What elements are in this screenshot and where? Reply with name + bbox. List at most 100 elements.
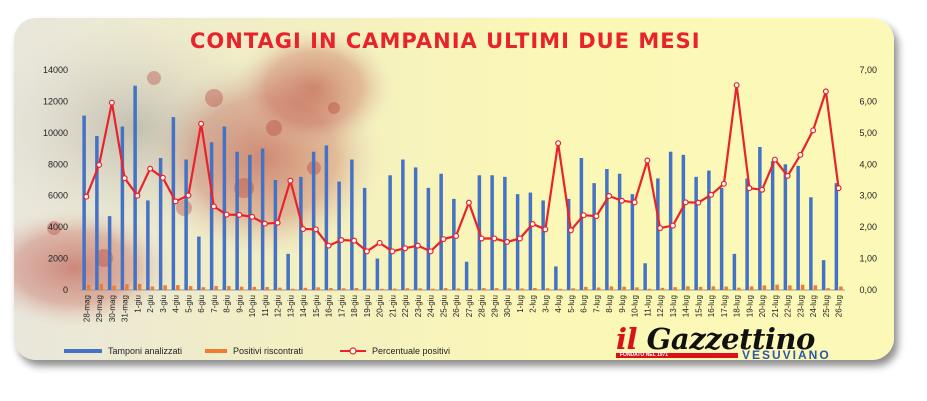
- point-percentuale: [669, 222, 676, 229]
- x-tick-label: 1-giu: [133, 295, 142, 313]
- point-percentuale: [414, 242, 421, 249]
- bar-tamponi: [464, 261, 469, 290]
- point-percentuale: [249, 213, 256, 220]
- point-percentuale: [83, 193, 90, 200]
- bar-tamponi: [719, 187, 724, 290]
- bar-tamponi: [758, 147, 762, 290]
- brand-strip: [616, 353, 738, 358]
- bar-positivi: [571, 288, 575, 290]
- bar-positivi: [86, 284, 91, 290]
- x-tick-label: 15-lug: [694, 295, 703, 317]
- bar-positivi: [418, 288, 422, 290]
- brand-subtitle: VESUVIANO: [742, 348, 831, 362]
- bar-tamponi: [248, 154, 252, 290]
- brand-founded: FONDATO NEL 1971: [620, 352, 669, 358]
- x-tick-label: 30-mag: [108, 295, 117, 322]
- bar-tamponi: [375, 258, 380, 290]
- bar-tamponi: [311, 151, 316, 290]
- legend-label-positivi: Positivi riscontrati: [233, 346, 304, 356]
- point-percentuale: [797, 151, 804, 158]
- bar-positivi: [303, 287, 308, 290]
- brand-name: il Gazzettino: [616, 322, 815, 356]
- bar-positivi: [201, 287, 206, 290]
- legend-label-tamponi: Tamponi analizzati: [108, 346, 183, 356]
- bar-tamponi: [337, 181, 341, 290]
- x-tick-label: 30-giu: [503, 295, 512, 317]
- point-percentuale: [465, 199, 472, 206]
- point-percentuale: [172, 198, 179, 205]
- bar-tamponi: [503, 176, 507, 290]
- bar-tamponi: [732, 253, 737, 290]
- x-tick-label: 11-lug: [643, 295, 652, 317]
- x-tick-label: 4-lug: [554, 295, 563, 313]
- point-percentuale: [644, 157, 651, 164]
- legend-label-percentuale: Percentuale positivi: [372, 346, 451, 356]
- bar-positivi: [545, 288, 550, 290]
- point-percentuale: [810, 127, 817, 134]
- bar-positivi: [150, 286, 155, 290]
- bar-positivi: [456, 288, 461, 290]
- x-tick-label: 7-giu: [210, 295, 219, 313]
- x-tick-label: 31-mag: [121, 295, 130, 322]
- y-left-tick-label: 10000: [43, 128, 68, 138]
- x-tick-label: 17-giu: [337, 295, 346, 317]
- x-tick-label: 16-lug: [707, 295, 716, 317]
- x-tick-label: 3-giu: [159, 295, 168, 313]
- bar-positivi: [125, 284, 129, 290]
- bar-tamponi: [413, 167, 418, 290]
- bar-tamponi: [197, 236, 201, 290]
- bar-tamponi: [426, 187, 431, 290]
- bar-positivi: [367, 288, 371, 290]
- point-percentuale: [325, 242, 332, 249]
- bar-tamponi: [184, 159, 188, 290]
- x-tick-label: 10-giu: [248, 295, 257, 317]
- tick-labels: 0 2000 4000 6000 8000 10000 12000 14000 0,00 1,00…: [43, 65, 877, 322]
- y-right-tick-label: 5,00: [859, 128, 877, 138]
- y-right-tick-label: 1,00: [859, 254, 877, 264]
- bar-tamponi: [528, 192, 533, 290]
- bar-tamponi: [694, 176, 698, 290]
- bar-positivi: [329, 287, 333, 290]
- legend-item-positivi: Positivi riscontrati: [205, 346, 303, 356]
- bar-tamponi: [171, 117, 176, 291]
- point-percentuale: [606, 193, 613, 200]
- y-left-tick-label: 2000: [48, 254, 68, 264]
- y-right-tick-label: 3,00: [859, 191, 877, 201]
- bar-tamponi: [120, 126, 125, 290]
- bar-positivi: [762, 285, 767, 290]
- point-percentuale: [695, 199, 702, 206]
- x-tick-label: 3-lug: [541, 295, 550, 313]
- x-tick-label: 7-lug: [592, 295, 601, 313]
- y-left-tick-label: 0: [63, 285, 68, 295]
- point-percentuale: [555, 140, 562, 147]
- x-tick-label: 18-lug: [733, 295, 742, 317]
- point-percentuale: [516, 235, 523, 242]
- x-tick-label: 23-lug: [796, 295, 805, 317]
- bar-tamponi: [350, 159, 354, 290]
- bar-positivi: [507, 288, 512, 290]
- x-tick-label: 5-lug: [567, 295, 576, 313]
- point-percentuale: [567, 227, 574, 234]
- bar-positivi: [278, 287, 282, 290]
- x-tick-label: 19-lug: [745, 295, 754, 317]
- x-tick-label: 28-mag: [82, 295, 91, 322]
- x-tick-label: 21-giu: [388, 295, 397, 317]
- x-tick-label: 5-giu: [184, 295, 193, 313]
- y-left-tick-label: 12000: [43, 96, 68, 106]
- x-tick-label: 25-lug: [822, 295, 831, 317]
- x-tick-label: 13-lug: [669, 295, 678, 317]
- x-tick-label: 22-lug: [784, 295, 793, 317]
- brand-logo: il Gazzettino FONDATO NEL 1971 VESUVIANO: [612, 322, 854, 366]
- bar-tamponi: [707, 170, 711, 290]
- bar-positivi: [405, 288, 410, 290]
- x-tick-label: 12-giu: [274, 295, 283, 317]
- x-tick-label: 2-lug: [529, 295, 538, 313]
- x-tick-label: 15-giu: [312, 295, 321, 317]
- bar-positivi: [239, 286, 244, 290]
- x-tick-label: 4-giu: [172, 295, 181, 313]
- bar-positivi: [443, 288, 448, 290]
- line-percentuale-positivi: [83, 82, 842, 255]
- x-tick-label: 8-lug: [605, 295, 614, 313]
- bar-positivi: [737, 287, 741, 290]
